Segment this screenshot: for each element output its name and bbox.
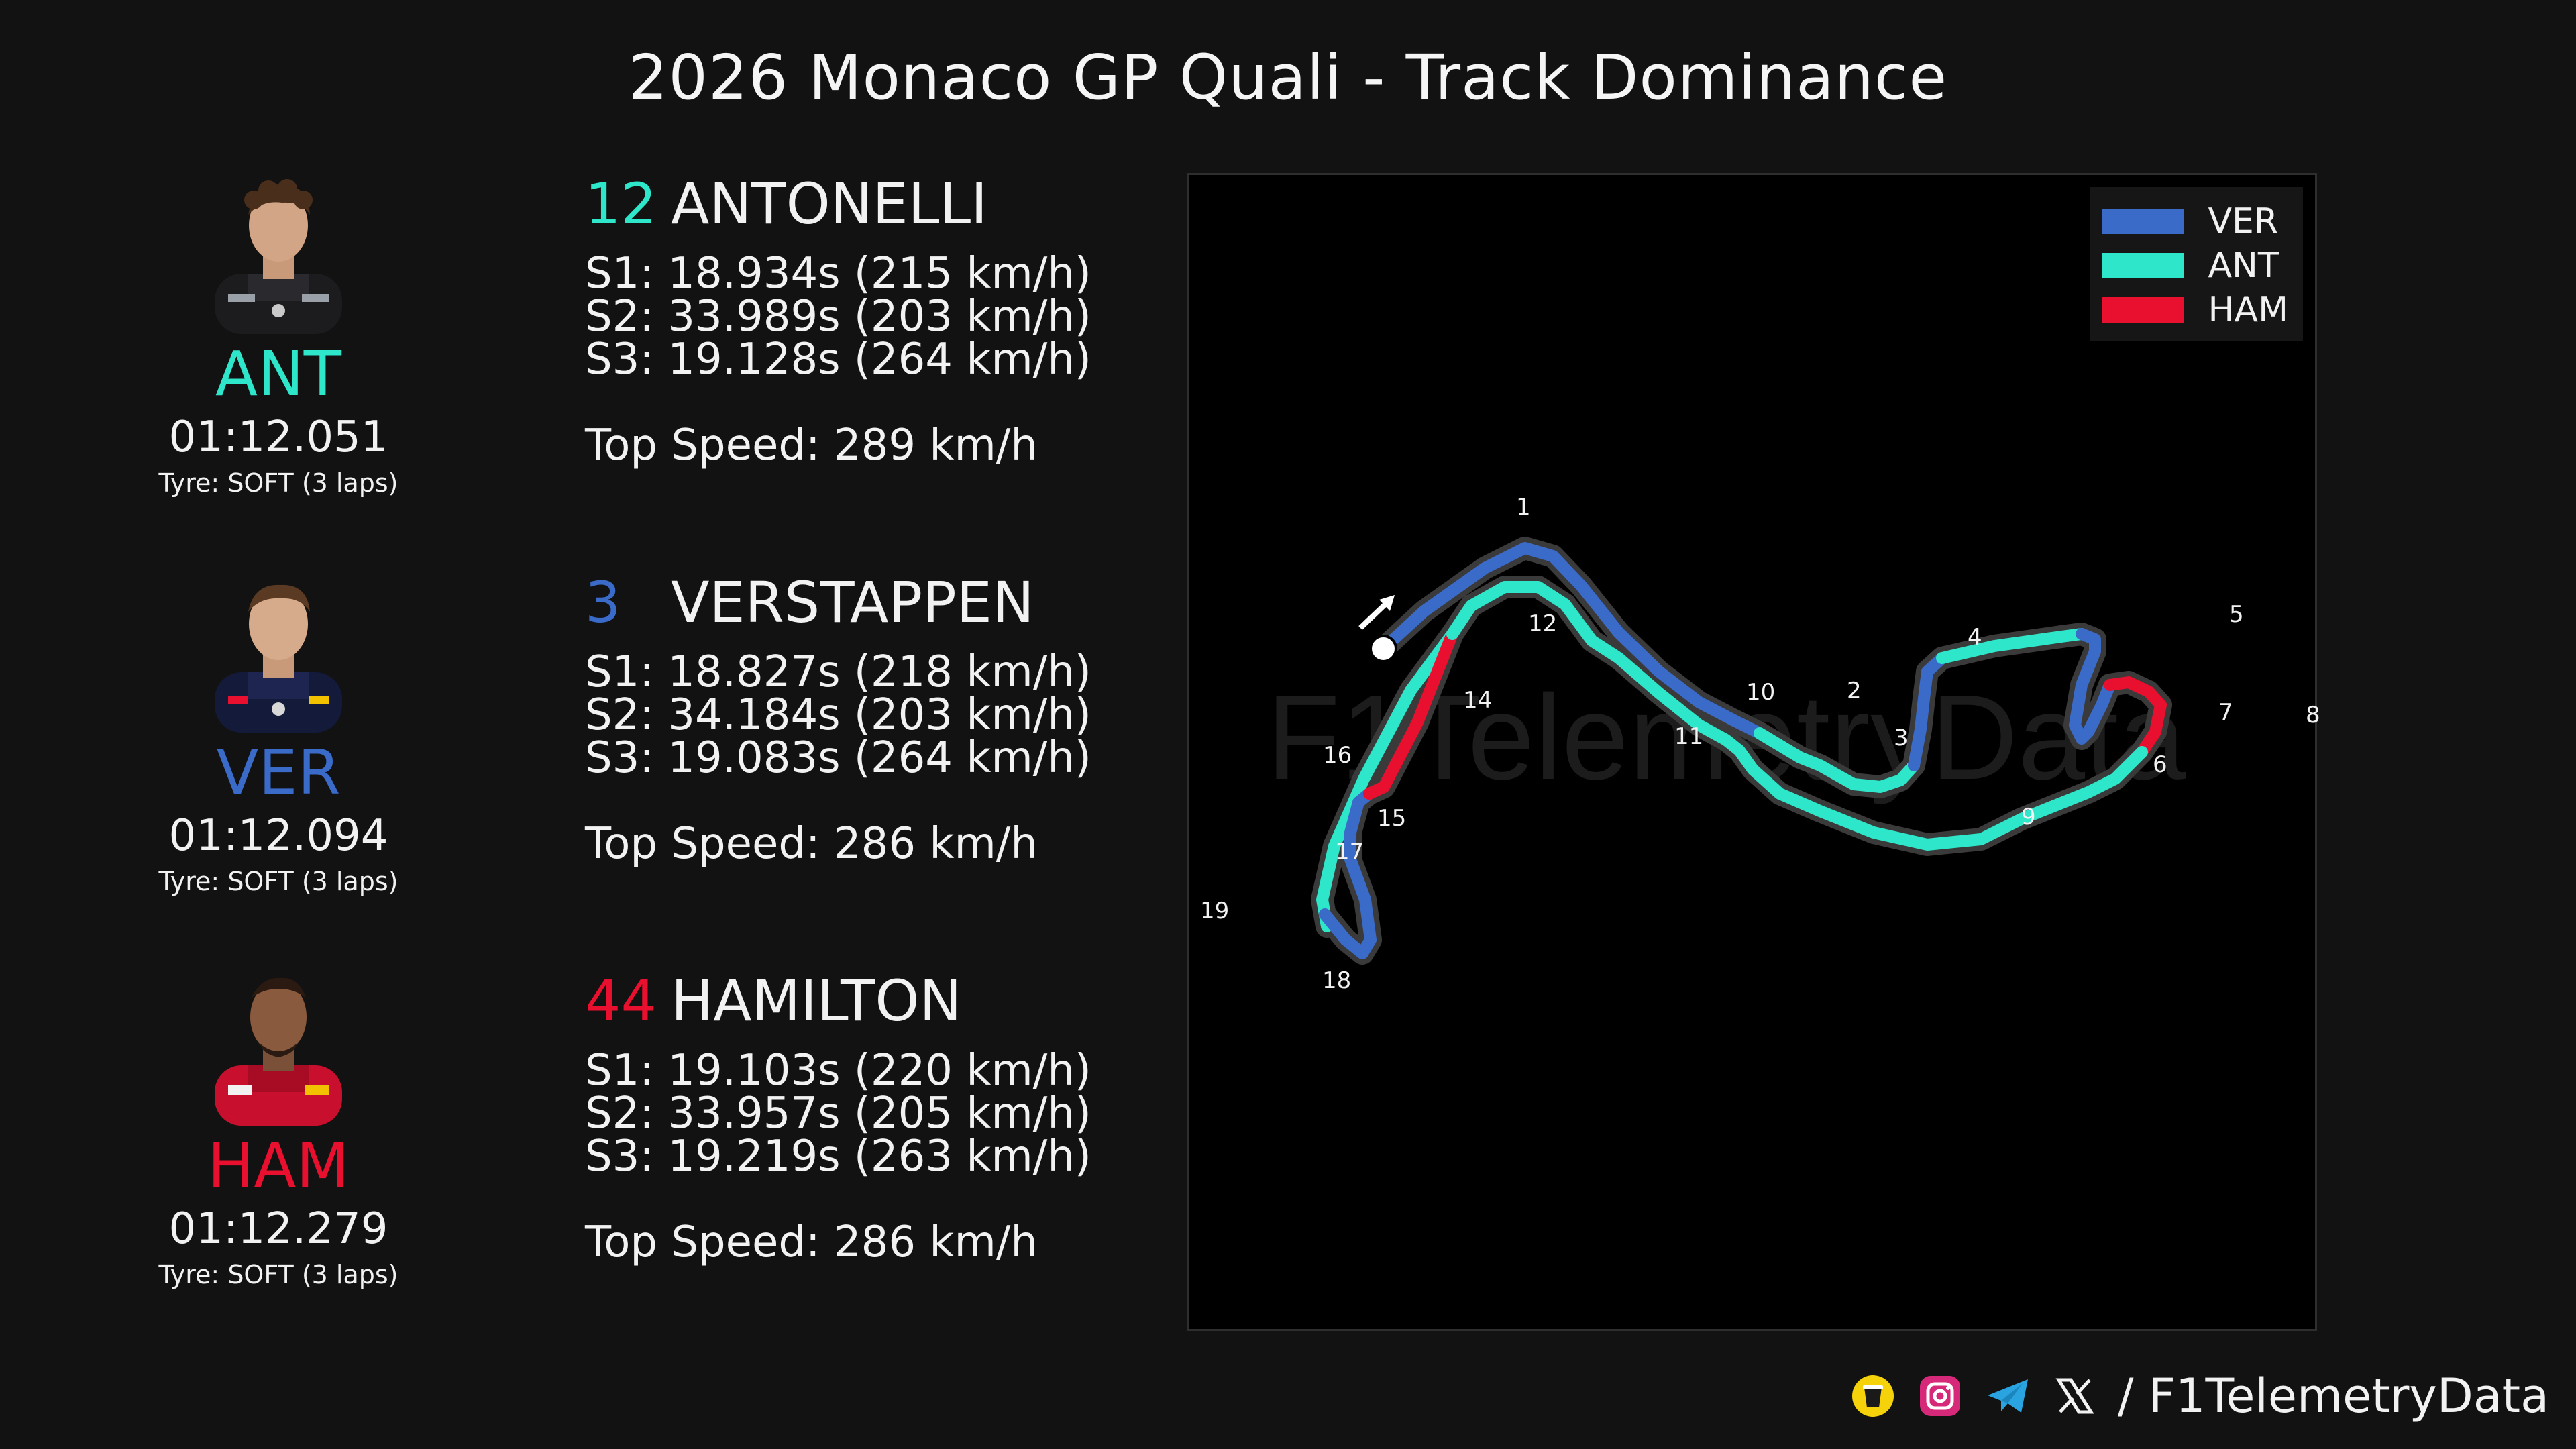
driver-heading: 3 VERSTAPPEN (585, 574, 1189, 631)
driver-tyre: Tyre: SOFT (3 laps) (158, 867, 398, 896)
corner-label-10: 10 (1746, 679, 1775, 706)
sector-3: S3: 19.219s (263 km/h) (585, 1132, 1091, 1181)
sector-1: S1: 18.934s (215 km/h) (585, 249, 1091, 299)
corner-label-6: 6 (2153, 751, 2167, 778)
corner-label-17: 17 (1335, 839, 1364, 865)
corner-label-14: 14 (1463, 687, 1492, 714)
stats-ver: 3 VERSTAPPEN S1: 18.827s (218 km/h) S2: 3… (585, 574, 1189, 865)
corner-label-3: 3 (1894, 724, 1909, 751)
footer-handle[interactable]: / F1TelemetryData (2117, 1368, 2549, 1424)
track-segment-ant (1316, 628, 1458, 932)
corner-label-12: 12 (1528, 610, 1557, 637)
corner-label-9: 9 (2021, 804, 2036, 830)
legend-label: ANT (2208, 246, 2279, 286)
corner-label-18: 18 (1322, 967, 1351, 994)
x-icon[interactable] (2055, 1376, 2095, 1416)
corner-label-11: 11 (1674, 723, 1703, 750)
driver-photo-ant (201, 173, 356, 334)
track-segment-ant (1754, 727, 1920, 793)
instagram-icon[interactable] (1918, 1374, 1962, 1418)
legend: VER ANT HAM (2090, 187, 2303, 341)
driver-card-ant: ANT 01:12.051 Tyre: SOFT (3 laps) (101, 173, 456, 498)
driver-name: ANTONELLI (671, 171, 988, 237)
top-speed: Top Speed: 289 km/h (585, 421, 1038, 470)
sector-2: S2: 34.184s (203 km/h) (585, 690, 1091, 740)
legend-swatch (2102, 253, 2184, 278)
driver-number: 3 (585, 570, 621, 635)
driver-laptime: 01:12.051 (168, 413, 388, 462)
track-segment-ant (1446, 581, 2148, 851)
top-speed: Top Speed: 286 km/h (585, 1218, 1038, 1267)
driver-heading: 44 HAMILTON (585, 973, 1189, 1029)
driver-photo-ham (201, 965, 356, 1126)
legend-swatch (2102, 297, 2184, 323)
legend-item-ham: HAM (2102, 288, 2288, 332)
track-segment-ver (1319, 788, 1377, 959)
driver-name: HAMILTON (671, 968, 962, 1034)
sector-3: S3: 19.083s (264 km/h) (585, 733, 1091, 783)
driver-code: HAM (207, 1130, 350, 1201)
driver-laptime: 01:12.279 (168, 1204, 388, 1254)
driver-heading: 12 ANTONELLI (585, 176, 1189, 232)
track-segment-ver (1377, 542, 1766, 739)
track-segment-ham (1363, 628, 1458, 800)
corner-label-5: 5 (2229, 601, 2244, 628)
driver-number: 12 (585, 171, 657, 237)
sector-3: S3: 19.128s (264 km/h) (585, 335, 1091, 384)
page-title: 2026 Monaco GP Quali - Track Dominance (628, 42, 1948, 113)
legend-label: HAM (2208, 290, 2288, 330)
start-marker (1369, 635, 1397, 663)
corner-label-2: 2 (1847, 678, 1862, 704)
driver-code: VER (216, 737, 341, 808)
sector-2: S2: 33.957s (205 km/h) (585, 1089, 1091, 1138)
driver-laptime: 01:12.094 (168, 811, 388, 861)
track-segment-ant (1936, 628, 2088, 664)
stats-ant: 12 ANTONELLI S1: 18.934s (215 km/h) S2: 3… (585, 176, 1189, 467)
driver-number: 44 (585, 968, 657, 1034)
sector-1: S1: 18.827s (218 km/h) (585, 647, 1091, 697)
corner-label-1: 1 (1516, 494, 1531, 521)
legend-swatch (2102, 209, 2184, 234)
top-speed: Top Speed: 286 km/h (585, 819, 1038, 869)
stats-ham: 44 HAMILTON S1: 19.103s (220 km/h) S2: 33… (585, 973, 1189, 1264)
corner-label-19: 19 (1200, 898, 1229, 924)
legend-item-ant: ANT (2102, 244, 2288, 288)
driver-code: ANT (215, 338, 341, 410)
track-segment-ver (2069, 628, 2116, 745)
driver-tyre: Tyre: SOFT (3 laps) (158, 468, 398, 498)
start-arrow-icon (1358, 595, 1395, 630)
track-segment-ham (2104, 676, 2167, 758)
sector-2: S2: 33.989s (203 km/h) (585, 292, 1091, 341)
driver-card-ver: VER 01:12.094 Tyre: SOFT (3 laps) (101, 572, 456, 896)
corner-label-7: 7 (2218, 699, 2233, 726)
telegram-icon[interactable] (1985, 1374, 2032, 1418)
track-map-panel: F1TelemetryData 1 2 3 4 5 6 7 8 9 10 11 12 14 15 16 17 1… (1187, 173, 2319, 1331)
buymeacoffee-icon[interactable] (1851, 1374, 1895, 1418)
legend-label: VER (2208, 201, 2279, 241)
footer: / F1TelemetryData (1851, 1368, 2549, 1424)
corner-label-4: 4 (1968, 624, 1982, 651)
driver-name: VERSTAPPEN (671, 570, 1034, 635)
driver-photo-ver (201, 572, 356, 733)
corner-label-16: 16 (1323, 742, 1352, 769)
driver-tyre: Tyre: SOFT (3 laps) (158, 1260, 398, 1289)
corner-label-8: 8 (2306, 702, 2319, 729)
track-segment-ver (1908, 652, 1948, 771)
driver-card-ham: HAM 01:12.279 Tyre: SOFT (3 laps) (101, 965, 456, 1289)
legend-item-ver: VER (2102, 199, 2288, 244)
sector-1: S1: 19.103s (220 km/h) (585, 1046, 1091, 1095)
corner-label-15: 15 (1377, 805, 1406, 832)
